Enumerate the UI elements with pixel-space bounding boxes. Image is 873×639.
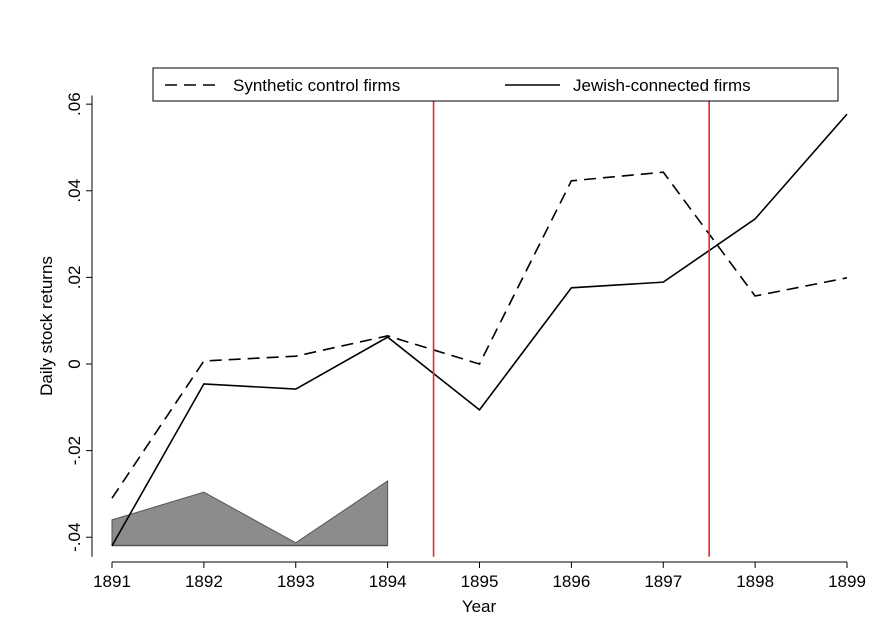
x-axis-label: Year (462, 597, 497, 616)
legend-label: Jewish-connected firms (573, 76, 751, 95)
x-tick-label: 1898 (736, 572, 774, 591)
x-tick-label: 1893 (277, 572, 315, 591)
legend-label: Synthetic control firms (233, 76, 400, 95)
y-tick-label: .02 (65, 266, 84, 290)
y-axis-label: Daily stock returns (37, 256, 56, 396)
legend-box (152, 67, 839, 102)
x-tick-label: 1894 (369, 572, 407, 591)
y-tick-label: .04 (65, 179, 84, 203)
y-tick-label: -.04 (65, 523, 84, 552)
x-tick-label: 1892 (185, 572, 223, 591)
line (111, 171, 848, 499)
y-tick-label: -.02 (65, 436, 84, 465)
x-tick-label: 1891 (93, 572, 131, 591)
y-tick-label: 0 (65, 359, 84, 368)
line (111, 113, 848, 547)
x-tick-label: 1897 (644, 572, 682, 591)
x-tick-label: 1896 (552, 572, 590, 591)
x-tick-label: 1899 (828, 572, 866, 591)
y-tick-label: .06 (65, 92, 84, 116)
x-tick-label: 1895 (461, 572, 499, 591)
